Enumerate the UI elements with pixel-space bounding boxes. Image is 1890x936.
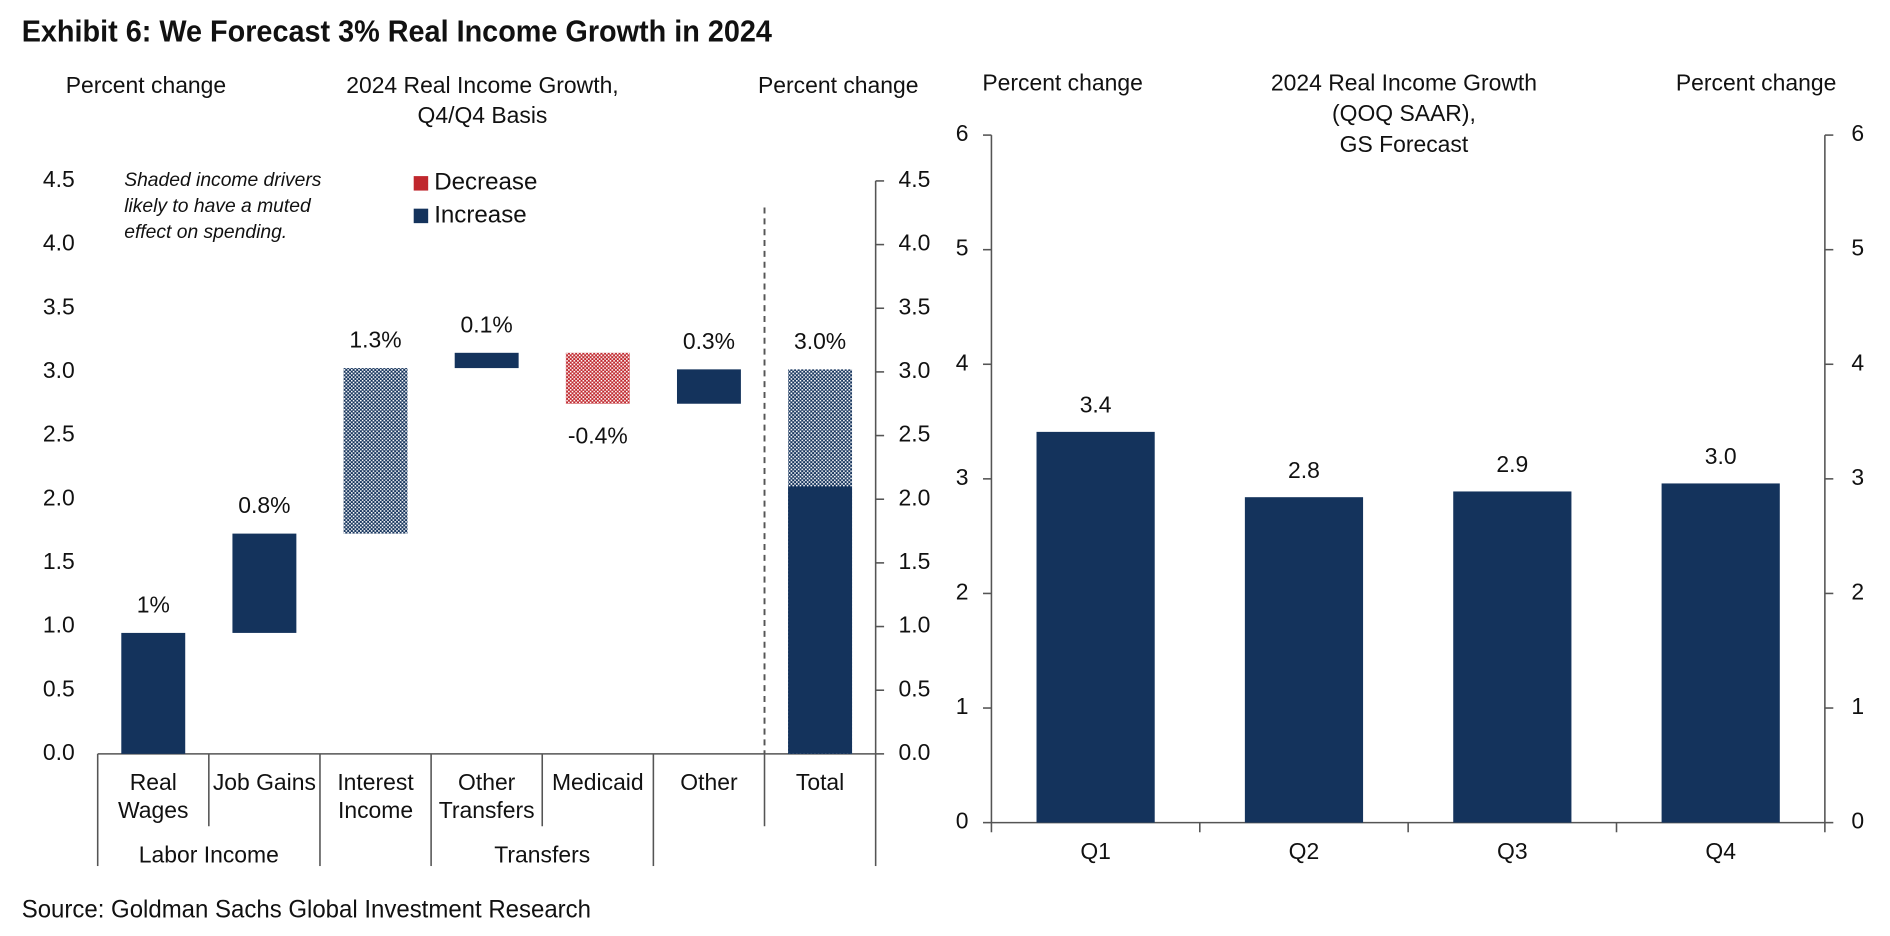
y-tick-label: 0 [1851,808,1864,834]
y-axis-label: Percent change [1676,69,1836,95]
value-label: 3.4 [1080,392,1112,418]
x-tick-label: Q2 [1289,838,1320,864]
x-tick-label: Other [458,769,516,795]
y-tick-label: 4.5 [43,166,75,192]
y-tick-label: 4.0 [43,230,75,256]
chart-title: 2024 Real Income Growth [1271,69,1537,95]
bar [121,632,186,754]
bar [565,352,630,404]
chart-title: (QOQ SAAR), [1332,100,1476,126]
value-label: 1.3% [349,327,401,353]
value-label: 2.9 [1496,451,1528,477]
y-tick-label: 1.0 [43,612,75,638]
annotation: effect on spending. [124,222,287,243]
bar [1661,483,1780,823]
y-tick-label: 5 [1851,235,1864,261]
chart-title: 2024 Real Income Growth, [346,72,618,98]
value-label: 3.0% [794,328,846,354]
annotation: likely to have a muted [124,196,312,217]
y-tick-label: 0.0 [899,739,931,765]
y-tick-label: 6 [956,120,969,146]
y-tick-label: 0.0 [43,739,75,765]
y-tick-label: 2.5 [43,421,75,447]
value-label: -0.4% [568,423,628,449]
value-label: 3.0 [1705,443,1737,469]
y-tick-label: 1.5 [899,548,931,574]
y-tick-label: 6 [1851,120,1864,146]
bar [1244,497,1364,823]
y-axis-label: Percent change [66,72,226,98]
bar-unshaded [788,486,853,754]
y-tick-label: 3.0 [899,357,931,383]
y-tick-label: 0.5 [43,675,75,701]
x-tick-label: Other [680,769,738,795]
x-tick-label: Medicaid [552,769,644,795]
y-tick-label: 0.5 [899,675,931,701]
value-label: 1% [137,591,170,617]
source: Source: Goldman Sachs Global Investment … [22,895,591,923]
value-label: 0.8% [238,492,290,518]
annotation: Shaded income drivers [124,170,322,191]
bar [1453,491,1572,823]
y-tick-label: 2.0 [43,484,75,510]
y-tick-label: 1 [956,693,969,719]
x-tick-label: Interest [337,769,414,795]
x-tick-label: Real [130,769,177,795]
y-tick-label: 4 [956,349,969,375]
value-label: 2.8 [1288,457,1320,483]
bar [676,369,741,404]
legend-swatch [413,208,429,224]
legend-label: Decrease [434,169,537,196]
y-tick-label: 4.0 [899,230,931,256]
y-tick-label: 5 [956,235,969,261]
x-tick-label: Q3 [1497,838,1528,864]
group-label: Transfers [494,841,590,867]
y-tick-label: 0 [956,808,969,834]
y-tick-label: 2 [956,578,969,604]
group-label: Labor Income [139,841,279,867]
bar [232,533,297,633]
chart-title: Q4/Q4 Basis [418,102,548,128]
y-tick-label: 1.0 [899,612,931,638]
x-tick-label: Q1 [1080,838,1111,864]
y-tick-label: 1 [1851,693,1864,719]
legend-swatch [413,176,429,191]
exhibit-title: Exhibit 6: We Forecast 3% Real Income Gr… [22,16,772,49]
x-tick-label: Job Gains [213,769,316,795]
y-axis-label: Percent change [982,69,1142,95]
x-tick-label: Income [338,797,413,823]
bar [454,352,519,369]
y-tick-label: 3.5 [43,293,75,319]
value-label: 0.3% [683,328,735,354]
bar [1036,431,1155,823]
bar [343,368,408,534]
y-tick-label: 4 [1851,349,1864,375]
y-tick-label: 3 [956,464,969,490]
x-tick-label: Transfers [439,797,535,823]
y-tick-label: 2.0 [899,484,931,510]
y-tick-label: 3 [1851,464,1864,490]
value-label: 0.1% [461,311,513,337]
y-tick-label: 2 [1851,578,1864,604]
x-tick-label: Q4 [1705,838,1736,864]
y-axis-label: Percent change [758,72,918,98]
x-tick-label: Total [796,769,844,795]
y-tick-label: 3.0 [43,357,75,383]
y-tick-label: 2.5 [899,421,931,447]
legend-label: Increase [434,201,526,228]
y-tick-label: 4.5 [899,166,931,192]
x-tick-label: Wages [118,797,188,823]
y-tick-label: 3.5 [899,293,931,319]
chart-title: GS Forecast [1340,131,1469,157]
y-tick-label: 1.5 [43,548,75,574]
